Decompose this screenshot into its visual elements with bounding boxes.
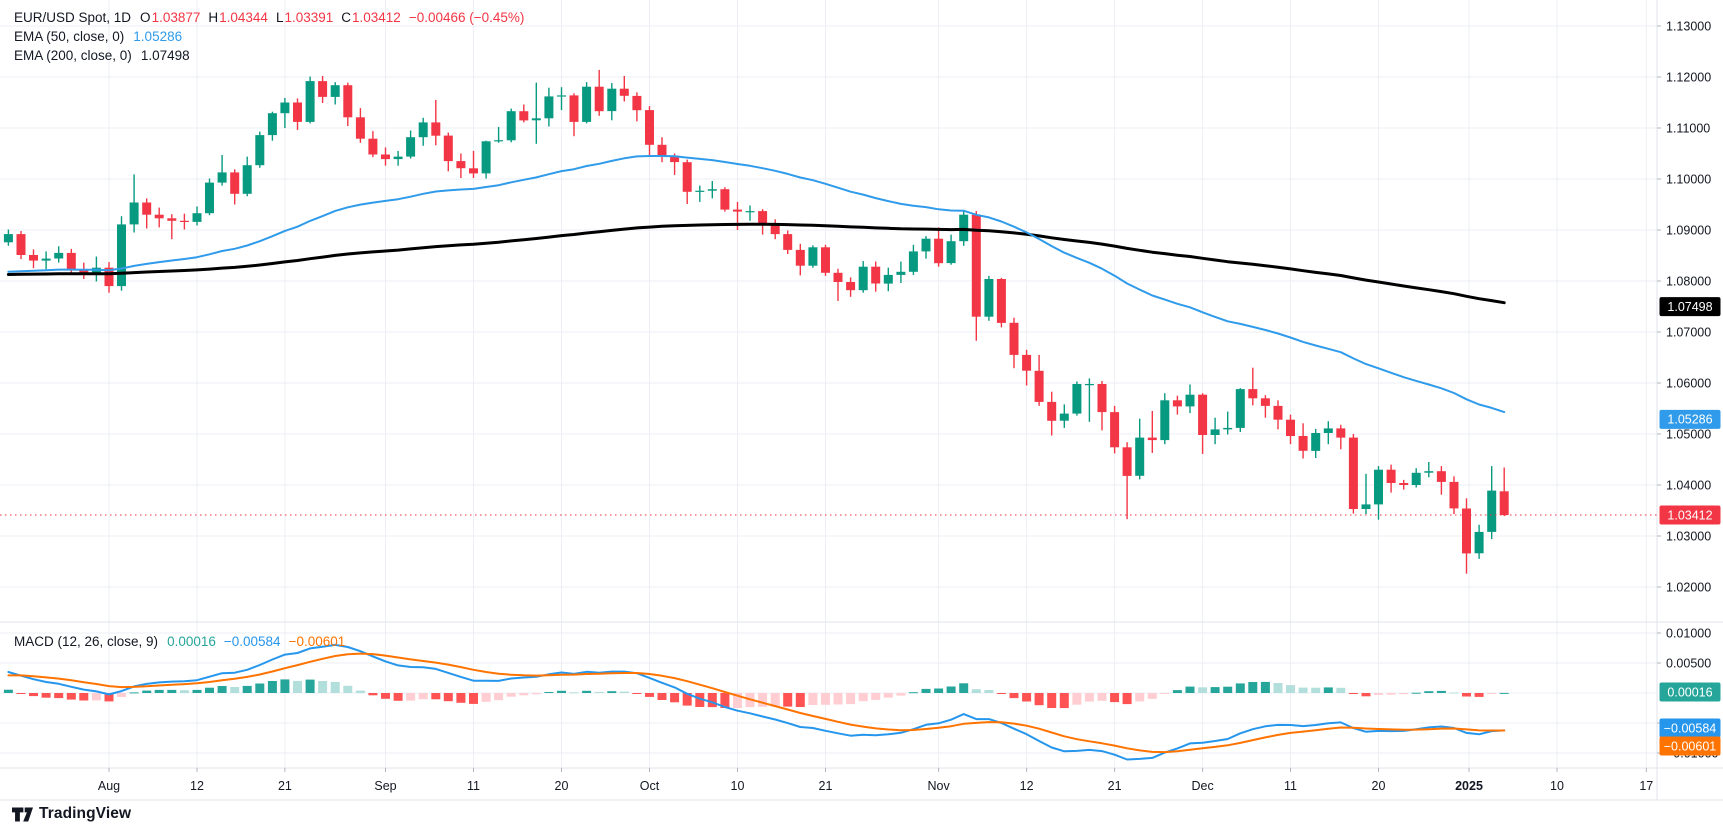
svg-text:1.12000: 1.12000 [1666,70,1711,84]
svg-text:1.04000: 1.04000 [1666,478,1711,492]
main-pane-legend: EUR/USD Spot, 1D O1.03877 H1.04344 L1.03391… [14,8,524,65]
svg-text:20: 20 [1372,779,1386,793]
svg-text:1.11000: 1.11000 [1666,121,1710,135]
svg-text:10: 10 [731,779,745,793]
legend-part: 1.03877 [151,10,201,25]
axis-badges: 1.07498 1.05286 1.03412 0.00016 −0.00584 −0.0… [1659,297,1721,756]
svg-text:0.00016: 0.00016 [1667,685,1712,699]
svg-text:1.02000: 1.02000 [1666,580,1711,594]
svg-text:21: 21 [1108,779,1122,793]
svg-text:1.07000: 1.07000 [1666,325,1711,339]
legend-part: L [275,10,284,25]
svg-text:10: 10 [1550,779,1564,793]
legend-part: MACD (12, 26, close, 9) [14,634,159,649]
svg-text:1.03412: 1.03412 [1667,508,1712,522]
legend-part: EUR/USD Spot, 1D [14,10,132,25]
svg-text:1.06000: 1.06000 [1666,376,1711,390]
svg-text:17: 17 [1639,779,1653,793]
price-axis[interactable]: 1.13000 1.12000 1.11000 1.10000 1.09000 1.080… [1657,19,1711,594]
svg-text:2025: 2025 [1455,779,1483,793]
legend-part: −0.00466 (−0.45%) [408,10,525,25]
svg-text:1.08000: 1.08000 [1666,274,1711,288]
svg-text:Sep: Sep [374,779,396,793]
svg-text:1.13000: 1.13000 [1666,19,1711,33]
ema50-legend-row[interactable]: EMA (50, close, 0) 1.05286 [14,27,524,46]
svg-text:−0.00584: −0.00584 [1664,721,1717,735]
svg-text:Nov: Nov [927,779,950,793]
macd-histogram[interactable] [3,679,1509,709]
macd-pane-legend: MACD (12, 26, close, 9) 0.00016 −0.00584 −0… [14,632,353,651]
svg-text:1.10000: 1.10000 [1666,172,1711,186]
legend-part: H [208,10,219,25]
ema50-line [7,155,1506,414]
svg-text:0.01000: 0.01000 [1666,626,1711,640]
macd-line [7,643,1506,761]
svg-text:−0.00601: −0.00601 [1664,739,1717,753]
legend-part: −0.00584 [223,634,281,649]
tradingview-brand-text: TradingView [39,805,132,822]
svg-text:1.09000: 1.09000 [1666,223,1711,237]
svg-text:1.03000: 1.03000 [1666,529,1711,543]
svg-text:21: 21 [819,779,833,793]
time-axis[interactable]: Aug 12 21 Sep 11 20 Oct 10 21 Nov 12 21 Dec 11 20 2025 1… [98,768,1653,793]
svg-text:1.05286: 1.05286 [1667,413,1712,427]
svg-text:Oct: Oct [640,779,660,793]
legend-part: EMA (50, close, 0) [14,29,125,44]
pane-separators [0,0,1723,801]
tradingview-logo[interactable]: TradingView [12,805,131,823]
gridlines [0,0,1657,768]
svg-text:1.07498: 1.07498 [1667,300,1712,314]
svg-text:0.00500: 0.00500 [1666,656,1711,670]
legend-part: EMA (200, close, 0) [14,48,132,63]
svg-text:Dec: Dec [1191,779,1213,793]
legend-part: 1.07498 [140,48,190,63]
svg-text:21: 21 [278,779,292,793]
svg-text:11: 11 [467,779,480,793]
tradingview-mark-icon [12,807,33,821]
ema200-legend-row[interactable]: EMA (200, close, 0) 1.07498 [14,46,524,65]
legend-part: C [341,10,352,25]
legend-part: 1.04344 [219,10,268,25]
macd-legend-row[interactable]: MACD (12, 26, close, 9) 0.00016 −0.00584 −0… [14,632,353,651]
ema200-line [6,222,1506,305]
legend-part: 1.03391 [284,10,334,25]
macd-signal-line [7,652,1506,754]
svg-text:1.05000: 1.05000 [1666,427,1711,441]
candlestick-series[interactable] [3,69,1509,574]
legend-part: 1.03412 [352,10,401,25]
svg-text:Aug: Aug [98,779,120,793]
legend-part: −0.00601 [288,634,346,649]
legend-part: 0.00016 [167,634,216,649]
symbol-legend-row[interactable]: EUR/USD Spot, 1D O1.03877 H1.04344 L1.03391… [14,8,524,27]
svg-text:12: 12 [190,779,204,793]
svg-text:12: 12 [1020,779,1034,793]
svg-text:11: 11 [1284,779,1297,793]
svg-text:20: 20 [555,779,569,793]
legend-part: O [140,10,151,25]
legend-part: 1.05286 [133,29,183,44]
